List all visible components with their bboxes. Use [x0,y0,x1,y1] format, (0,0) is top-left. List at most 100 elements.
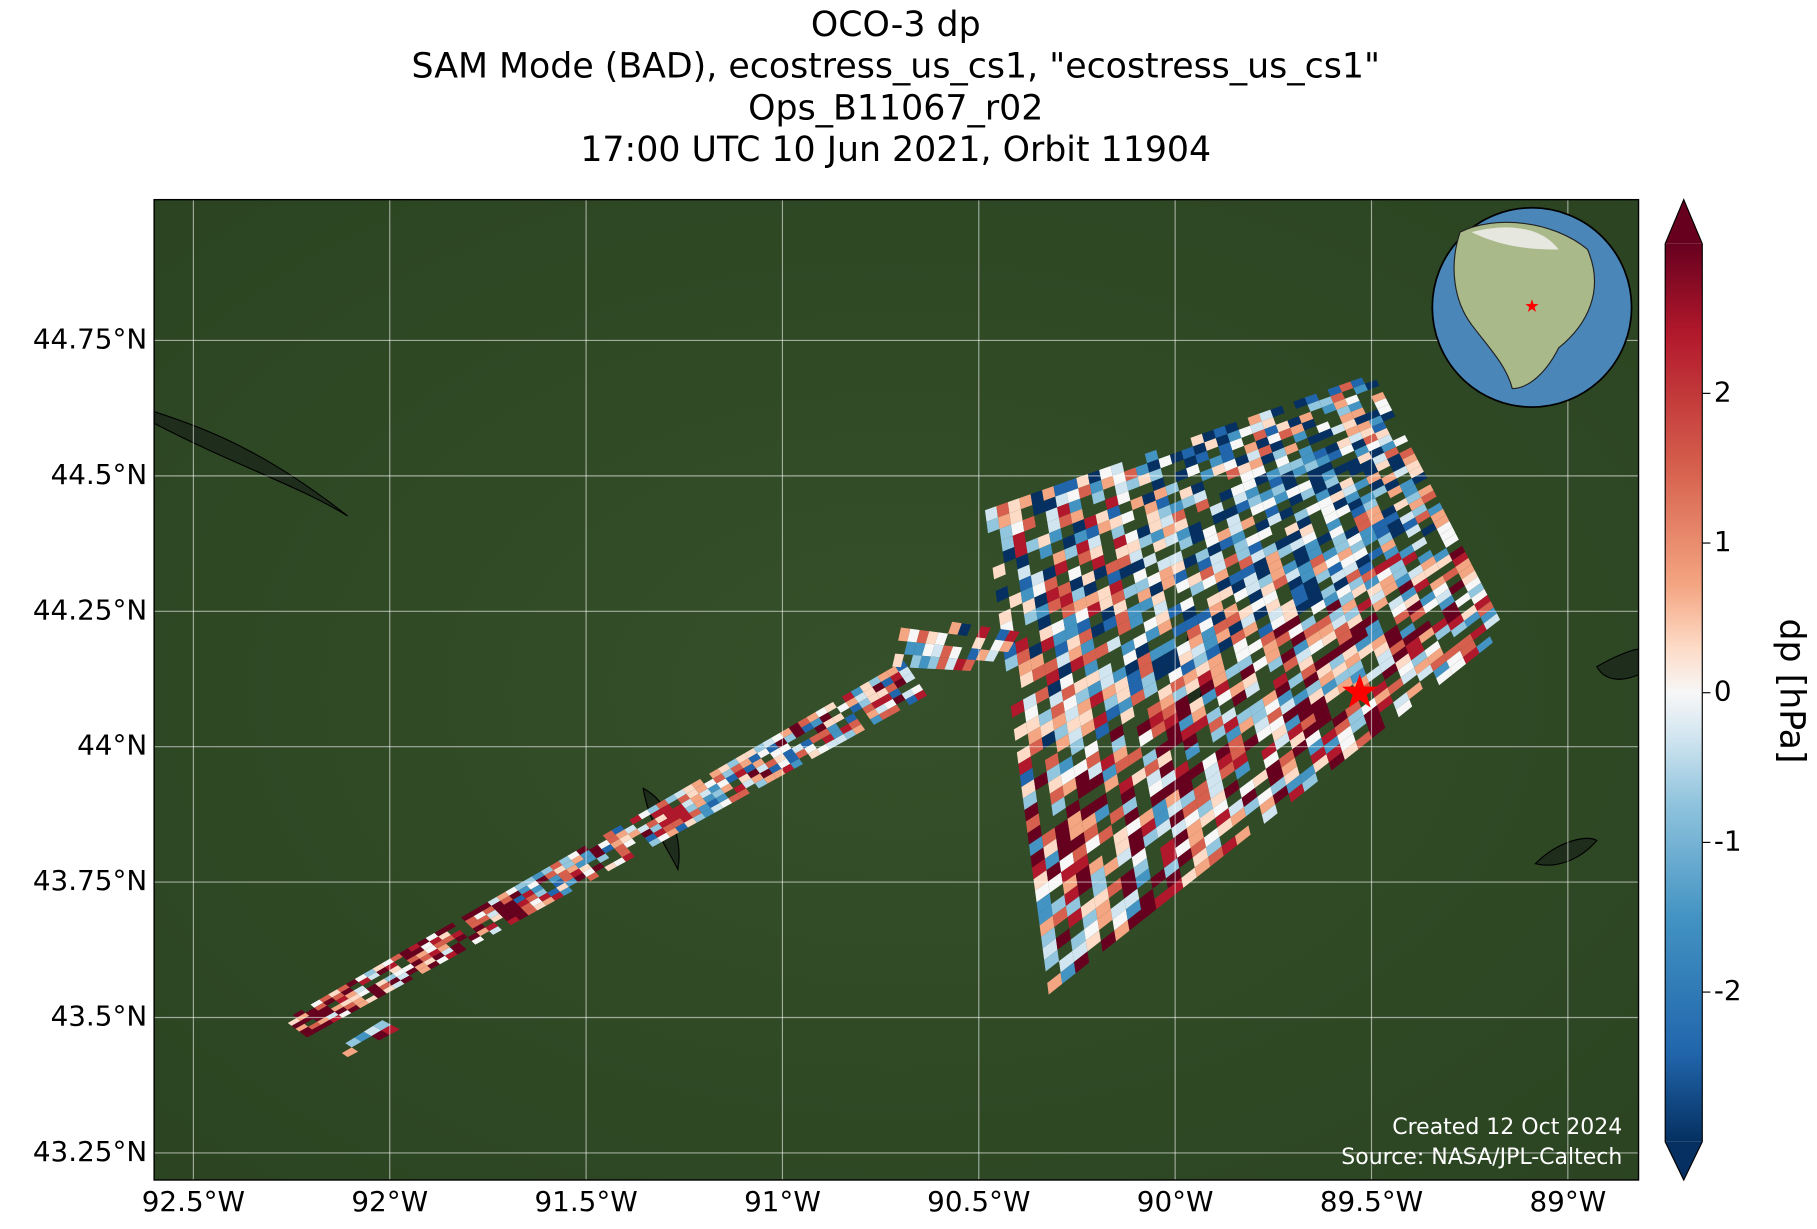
sounding-cell [836,702,850,713]
sounding-cell [1137,587,1152,604]
sounding-cell [728,793,742,804]
sounding-cell [427,960,440,970]
sounding-cell [1213,618,1229,635]
sounding-cell [1077,549,1092,566]
sounding-cell [1263,589,1279,606]
y-tick-label: 44.75°N [33,322,147,355]
sounding-cell [1301,452,1316,465]
sounding-cell [1067,565,1082,582]
sounding-cell [1068,726,1083,745]
sounding-cell [764,758,778,769]
sounding-cell [691,778,705,789]
sounding-cell [1241,787,1258,808]
sounding-cell [549,860,563,871]
sounding-cell [606,834,620,845]
colorbar-tick-label: 1 [1714,525,1732,558]
sounding-cell [1328,606,1345,623]
sounding-cell [1149,710,1164,729]
sounding-cell [381,958,395,967]
sounding-cell [1143,827,1159,848]
sounding-cell [384,973,397,983]
sounding-cell [1193,714,1209,733]
sounding-cell [1398,660,1415,678]
sounding-cell [1334,539,1350,555]
sounding-cell [329,1014,343,1023]
sounding-cell [1431,617,1448,634]
sounding-cell [1300,487,1316,501]
sounding-cell [1395,653,1412,671]
sounding-cell [1347,532,1363,547]
sounding-cell [768,763,782,774]
sounding-cell [1022,790,1038,811]
sounding-cell [667,813,681,824]
sounding-cell [1099,595,1114,612]
sounding-cell [1052,549,1067,566]
sounding-cell [1116,686,1131,704]
sounding-cell [1204,761,1220,781]
sounding-cell [1154,808,1170,828]
sounding-cell [719,798,733,808]
sounding-cell [477,914,491,924]
sounding-cell [1278,427,1293,440]
sounding-cell [1189,580,1205,597]
sounding-cell [1179,486,1194,500]
sounding-cell [323,997,336,1006]
sounding-cell [1249,698,1265,716]
sounding-cell [1018,659,1033,677]
sounding-cell [720,783,734,794]
sounding-cell [1336,583,1352,600]
sounding-cell [337,984,350,993]
sounding-cell [1262,496,1277,511]
sounding-cell [1233,587,1249,603]
sounding-cell [578,863,592,873]
sounding-cell [1206,770,1222,790]
sounding-cell [1433,660,1450,679]
sounding-cell [1169,499,1184,514]
sounding-cell [1098,824,1114,845]
sounding-cell [1204,533,1220,548]
sounding-cell [320,1019,334,1028]
sounding-cell [1047,972,1063,995]
sounding-cell [1345,568,1362,584]
sounding-cell [867,692,881,704]
sounding-cell [1178,713,1194,732]
sounding-cell [1189,696,1205,714]
sounding-cell [880,693,893,704]
sounding-cell [808,748,821,760]
sounding-cell [1240,516,1256,531]
sounding-cell [1316,711,1332,730]
sounding-cell [1077,617,1091,635]
sounding-cell [1363,465,1379,478]
sounding-cell [854,692,868,703]
sounding-cell [453,945,467,955]
sounding-cell [676,808,690,819]
sounding-cell [845,697,859,708]
sounding-cell [1181,446,1196,460]
sounding-cell [1372,452,1388,466]
sounding-cell [1449,545,1466,561]
sounding-cell [558,855,572,866]
sounding-cell [1225,611,1241,628]
sounding-cell [1313,654,1330,672]
sounding-cell [1307,433,1322,446]
sounding-cell [1288,783,1305,803]
sounding-cell [1251,707,1268,725]
sounding-cell [1464,576,1482,593]
sounding-cell [743,763,757,774]
sounding-cell [637,823,650,834]
sounding-cell [1019,767,1034,787]
sounding-cell [1288,493,1304,507]
sounding-cell [586,872,600,882]
sounding-cell [464,916,478,925]
sounding-cell [1270,614,1286,631]
sounding-cell [1091,489,1106,505]
sounding-cell [1260,630,1276,647]
sounding-cell [1387,677,1404,695]
sounding-cell [1049,690,1064,709]
sounding-cell [1316,531,1332,547]
sounding-cell [1312,561,1328,577]
sounding-cell [1279,749,1295,768]
sounding-cell [1293,639,1309,656]
sounding-cell [1190,433,1205,447]
sounding-cell [1265,759,1282,778]
